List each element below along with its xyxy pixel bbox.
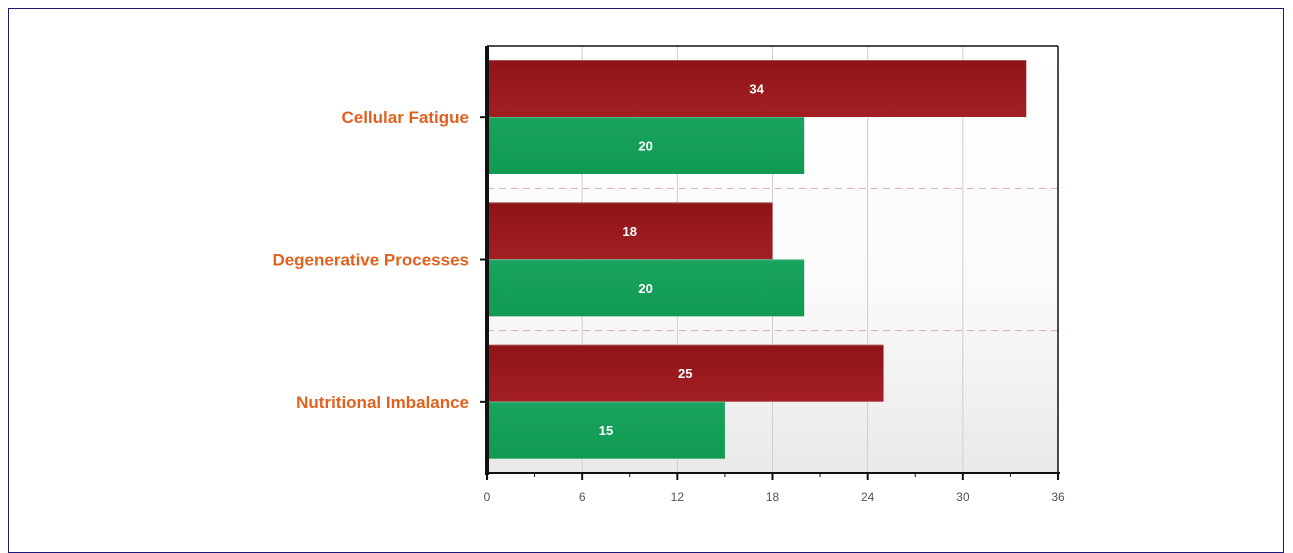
data-label: 20 bbox=[638, 281, 652, 296]
bar bbox=[487, 60, 1027, 117]
bar bbox=[487, 259, 805, 317]
x-tick-label: 0 bbox=[484, 490, 491, 504]
bar bbox=[487, 344, 884, 402]
labels: 34 20 Cellular Fatigue 18 20 Degenerative Pro… bbox=[272, 82, 1065, 505]
data-label: 34 bbox=[749, 82, 764, 97]
bar bbox=[487, 401, 725, 459]
x-tick-label: 6 bbox=[579, 490, 586, 504]
x-tick-label: 18 bbox=[766, 490, 780, 504]
x-tick-label: 24 bbox=[861, 490, 875, 504]
data-label: 20 bbox=[638, 139, 652, 154]
category-label: Cellular Fatigue bbox=[341, 108, 469, 127]
data-label: 18 bbox=[623, 224, 637, 239]
data-label: 15 bbox=[599, 423, 613, 438]
category-label: Nutritional Imbalance bbox=[296, 393, 469, 412]
category-label: Degenerative Processes bbox=[272, 251, 469, 270]
x-tick-label: 12 bbox=[671, 490, 685, 504]
bar bbox=[487, 117, 805, 174]
axes bbox=[480, 45, 1060, 480]
bars bbox=[487, 60, 1027, 459]
x-tick-label: 36 bbox=[1051, 490, 1065, 504]
data-label: 25 bbox=[678, 366, 692, 381]
bar bbox=[487, 202, 773, 260]
x-tick-label: 30 bbox=[956, 490, 970, 504]
